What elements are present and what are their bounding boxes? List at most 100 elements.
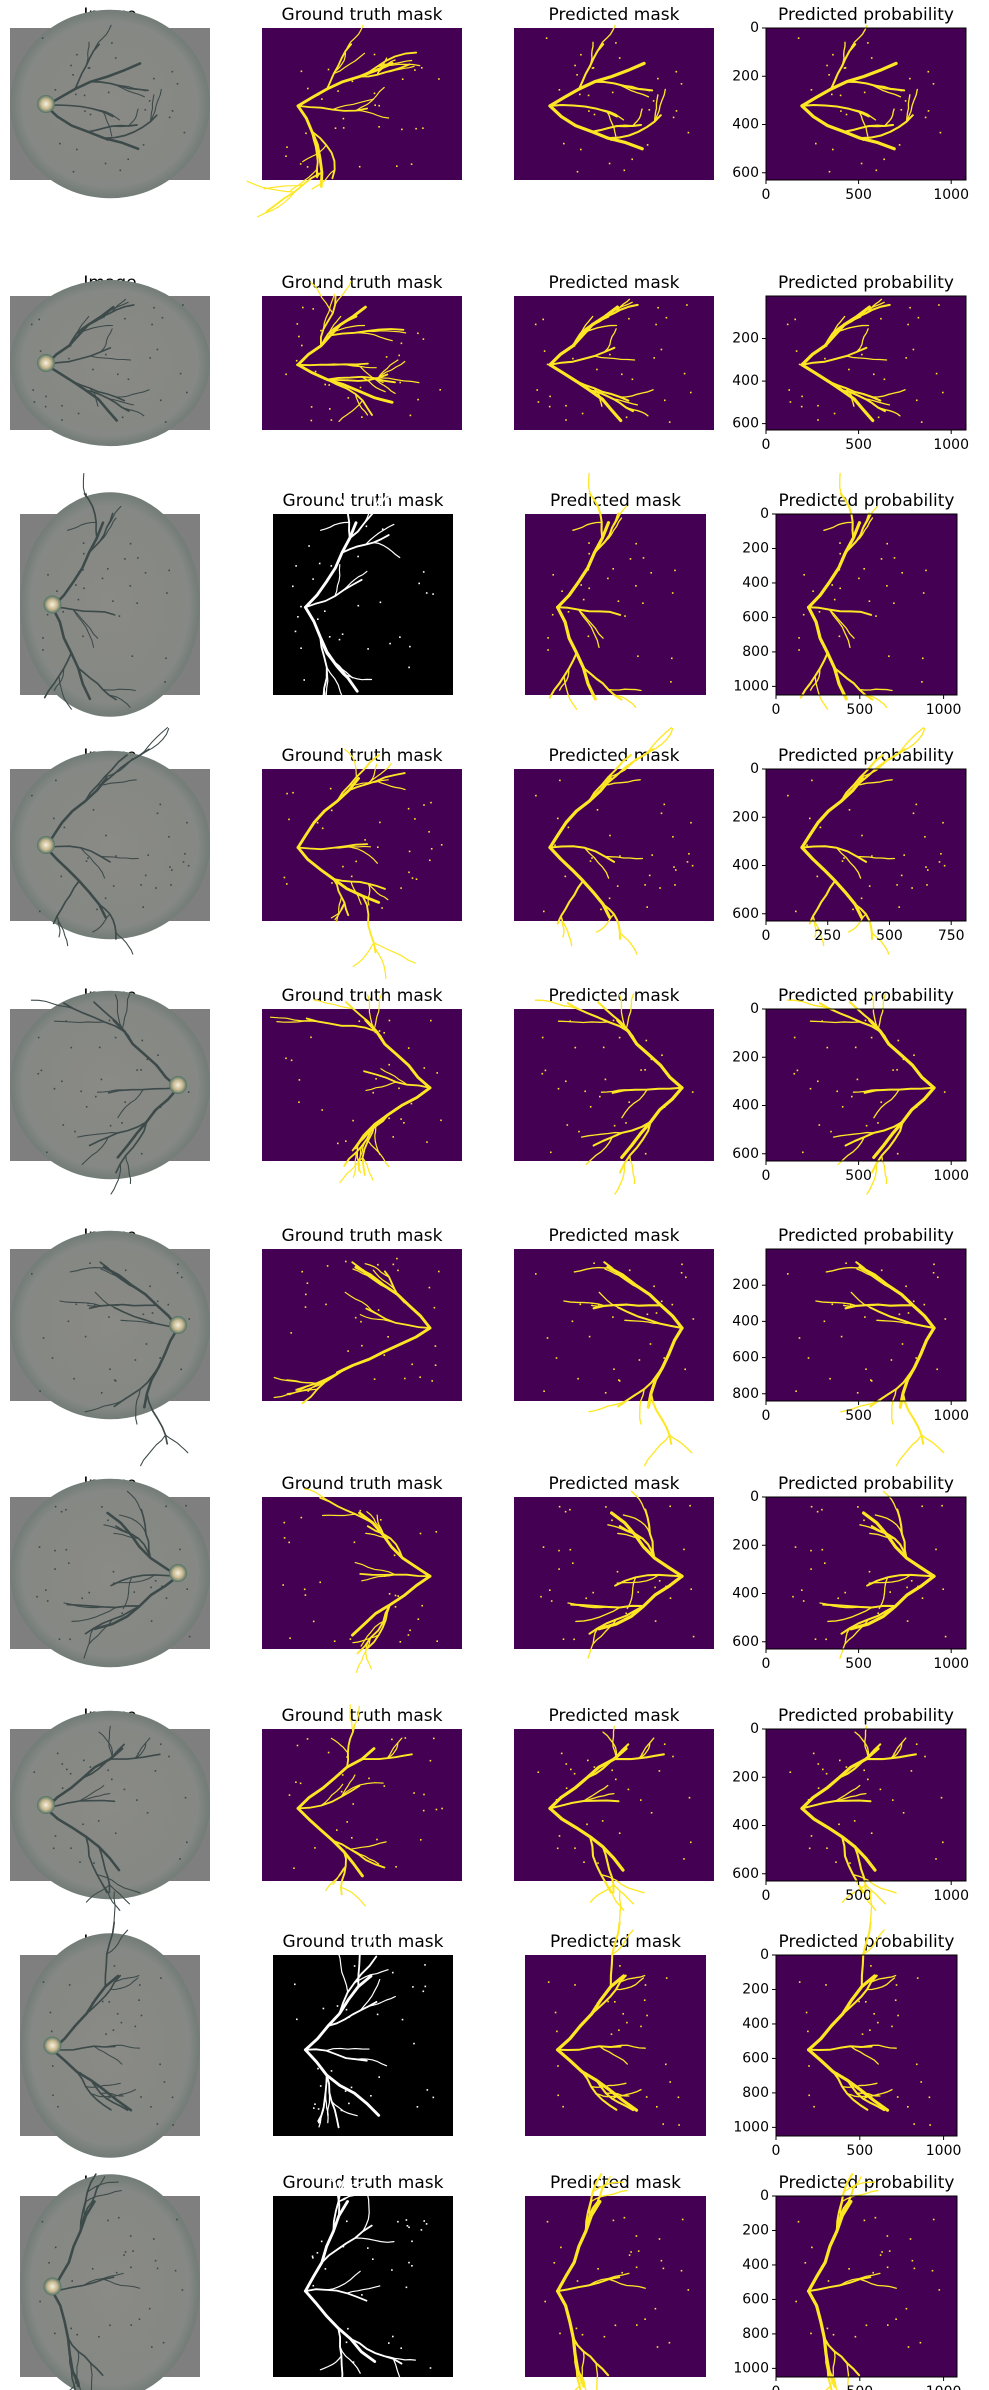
vessel-segment	[99, 328, 113, 353]
vessel-speck	[109, 1368, 111, 1370]
vessel-speck	[116, 2013, 119, 2015]
axes-frame	[765, 1728, 967, 1882]
vessel-segment	[383, 2355, 417, 2361]
vessel-speck	[654, 2307, 657, 2310]
vessel-speck	[414, 69, 416, 71]
vessel-segment	[563, 1300, 606, 1307]
vessel-speck	[845, 1766, 848, 1768]
vessel-speck	[87, 1302, 89, 1305]
fundus-disc	[10, 750, 210, 940]
vessel-segment	[93, 1001, 134, 1045]
vessel-speck	[112, 600, 114, 602]
vessel-segment	[593, 355, 636, 361]
vessel-speck	[345, 2008, 348, 2011]
vessel-speck	[668, 421, 671, 423]
y-tick-label: 0	[750, 20, 759, 36]
vessel-speck	[931, 2269, 934, 2272]
vessel-segment	[88, 1618, 113, 1645]
vessel-speck	[334, 127, 337, 129]
vessel-speck	[616, 1570, 619, 1573]
vessel-segment	[563, 675, 578, 710]
vessel-segment	[326, 2092, 331, 2124]
vessel-segment	[84, 1399, 124, 1413]
vessel-speck	[348, 2016, 351, 2018]
vessel-speck	[609, 834, 611, 837]
vessel-segment	[585, 1136, 613, 1166]
vessel-segment	[588, 2188, 595, 2217]
vessel-speck	[794, 318, 796, 321]
vessel-speck	[849, 1304, 852, 1306]
vessel-speck	[91, 2268, 94, 2270]
vessel-segment	[91, 2176, 106, 2203]
vessel-speck	[650, 572, 652, 574]
vessel-speck	[73, 1377, 75, 1380]
vessel-speck	[534, 323, 537, 326]
vessel-speck	[389, 642, 391, 645]
vessel-segment	[344, 748, 358, 778]
vessel-speck	[588, 587, 590, 590]
vessel-speck	[798, 1981, 801, 1983]
y-tick-label: 0	[750, 761, 759, 777]
vessel-speck	[939, 131, 942, 134]
vessel-speck	[441, 1807, 443, 1810]
vessel-speck	[913, 1054, 915, 1056]
vessel-speck	[618, 1832, 621, 1834]
vessel-segment	[615, 1977, 645, 1991]
vessel-speck	[310, 1036, 312, 1039]
vessel-speck	[317, 94, 320, 96]
vessel-speck	[562, 2105, 564, 2108]
vessel-speck	[147, 854, 149, 856]
vessel-speck	[346, 2220, 348, 2223]
optic-disc	[37, 354, 55, 372]
vessel-segment	[870, 1974, 897, 1983]
vessel-segment	[373, 942, 416, 964]
vessel-speck	[565, 1080, 567, 1083]
vessel-speck	[872, 2271, 874, 2274]
vessel-segment	[576, 2369, 587, 2390]
vessel-speck	[840, 1335, 843, 1338]
vessel-speck	[624, 615, 626, 617]
vessel-segment	[577, 608, 604, 639]
vessel-speck	[187, 1091, 190, 1093]
vessel-segment	[610, 1511, 684, 1578]
vessel-speck	[341, 1774, 344, 1776]
vessel-segment	[582, 1792, 615, 1802]
vessel-speck	[660, 1300, 663, 1303]
vessel-speck	[618, 1036, 621, 1039]
vessel-speck	[411, 1363, 413, 1366]
vessel-speck	[51, 1357, 54, 1359]
vessel-speck	[331, 882, 333, 884]
vessel-speck	[155, 1064, 157, 1067]
vessel-speck	[31, 794, 33, 797]
vessel-segment	[624, 1319, 661, 1325]
vessel-segment	[305, 2140, 333, 2173]
vessel-speck	[795, 1390, 797, 1392]
vessel-speck	[429, 859, 431, 862]
vessel-speck	[869, 2029, 871, 2031]
vessel-speck	[663, 1357, 665, 1359]
vessel-speck	[341, 633, 344, 635]
vessel-speck	[828, 74, 830, 76]
vessel-segment	[596, 24, 616, 52]
vessel-speck	[897, 1039, 900, 1042]
vessel-speck	[558, 1505, 561, 1508]
vessel-speck	[72, 170, 75, 173]
vessel-speck	[70, 1046, 73, 1049]
vessel-segment	[372, 377, 420, 384]
vessel-speck	[927, 70, 930, 73]
vessel-speck	[399, 381, 401, 384]
vessel-speck	[905, 2307, 908, 2310]
vessel-segment	[825, 1266, 865, 1273]
vessel-speck	[296, 1744, 299, 1747]
vessel-speck	[896, 1152, 899, 1155]
vessel-speck	[144, 109, 147, 111]
vessel-speck	[298, 1101, 300, 1103]
mask-background	[766, 769, 966, 921]
vessel-speck	[98, 1046, 101, 1049]
vessel-speck	[607, 2000, 609, 2003]
y-tick-label: 200	[732, 68, 759, 84]
vessel-speck	[48, 2262, 50, 2264]
vessel-segment	[852, 1089, 889, 1093]
